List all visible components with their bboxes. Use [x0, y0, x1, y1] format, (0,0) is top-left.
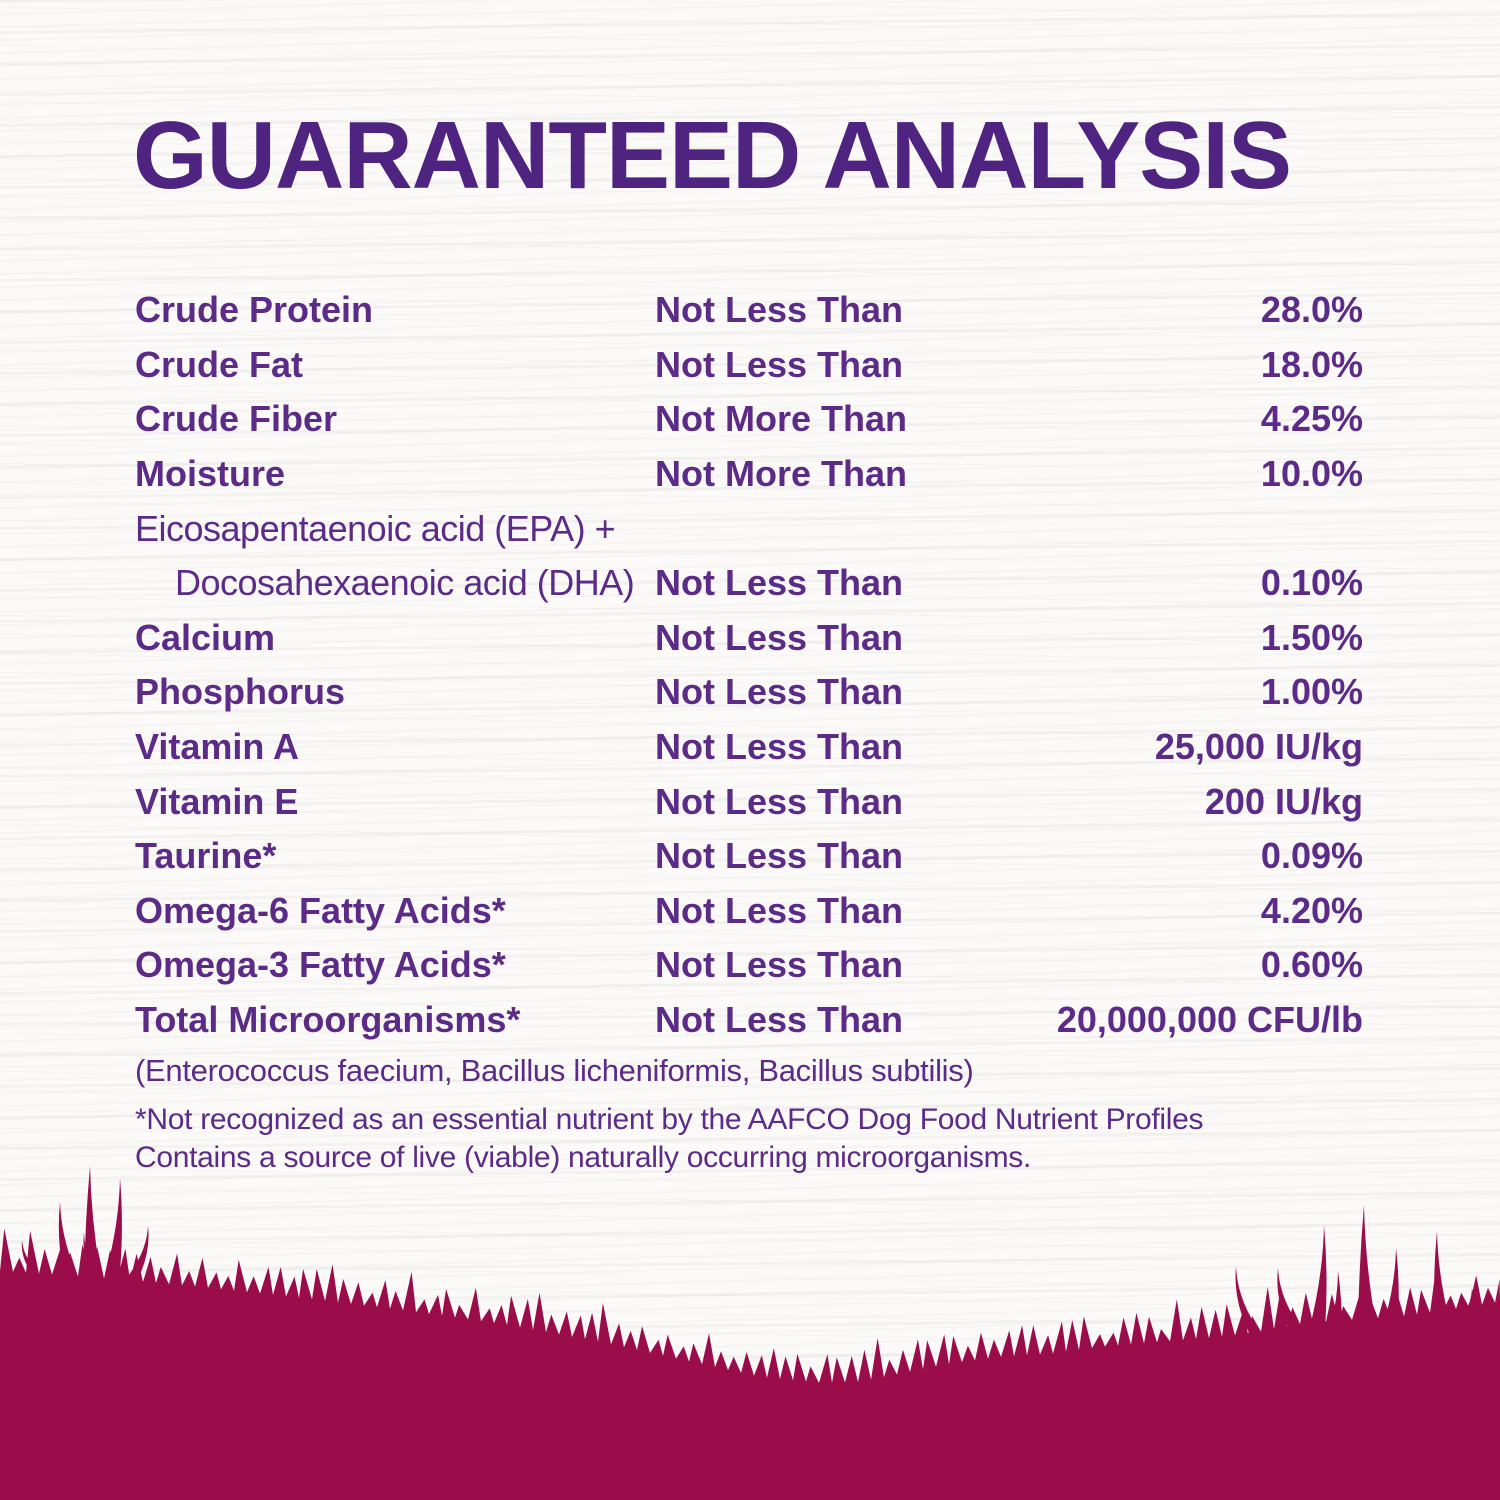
nutrient-name-line-2: Docosahexaenoic acid (DHA) — [175, 562, 635, 604]
nutrient-name: Omega-3 Fatty Acids* — [135, 944, 506, 986]
grass-silhouette-decoration — [0, 1166, 1500, 1500]
nutrient-condition: Not More Than — [655, 453, 907, 495]
table-row: Phosphorus Not Less Than 1.00% — [135, 665, 1363, 720]
table-row: Total Microorganisms* Not Less Than 20,0… — [135, 993, 1363, 1048]
nutrient-condition: Not Less Than — [655, 780, 904, 822]
nutrient-name-line-1: Eicosapentaenoic acid (EPA) + — [135, 507, 616, 549]
nutrient-condition: Not Less Than — [655, 889, 904, 931]
nutrient-name: Total Microorganisms* — [135, 999, 521, 1041]
table-row: Omega-3 Fatty Acids* Not Less Than 0.60% — [135, 938, 1363, 993]
nutrient-value: 4.25% — [1260, 398, 1363, 440]
table-row: Moisture Not More Than 10.0% — [135, 447, 1363, 502]
nutrient-condition: Not Less Than — [655, 289, 904, 331]
footnote-line-2: Contains a source of live (viable) natur… — [135, 1141, 1032, 1175]
nutrient-condition: Not Less Than — [655, 562, 904, 604]
table-row: Vitamin E Not Less Than 200 IU/kg — [135, 774, 1363, 829]
nutrient-value: 10.0% — [1260, 453, 1363, 495]
nutrient-value: 0.10% — [1260, 562, 1363, 604]
nutrient-name: Crude Protein — [135, 289, 374, 331]
nutrient-condition: Not Less Than — [655, 835, 904, 877]
nutrient-name: Crude Fat — [135, 343, 304, 385]
nutrient-condition: Not Less Than — [655, 944, 904, 986]
nutrient-condition: Not More Than — [655, 398, 907, 440]
table-row: Omega-6 Fatty Acids* Not Less Than 4.20% — [135, 884, 1363, 939]
microorganisms-species-note: (Enterococcus faecium, Bacillus lichenif… — [135, 1053, 974, 1089]
nutrient-name: Phosphorus — [135, 671, 346, 713]
nutrient-condition: Not Less Than — [655, 671, 904, 713]
nutrient-value: 18.0% — [1260, 343, 1363, 385]
table-row: Crude Fat Not Less Than 18.0% — [135, 338, 1363, 393]
nutrient-value: 200 IU/kg — [1204, 780, 1363, 822]
table-row: Taurine* Not Less Than 0.09% — [135, 829, 1363, 884]
nutrient-name: Crude Fiber — [135, 398, 338, 440]
nutrient-condition: Not Less Than — [655, 343, 904, 385]
nutrient-name: Moisture — [135, 453, 286, 495]
footnote: *Not recognized as an essential nutrient… — [135, 1101, 1363, 1177]
nutrient-condition: Not Less Than — [655, 726, 904, 768]
table-row: Eicosapentaenoic acid (EPA) + Docosahexa… — [135, 501, 1363, 610]
table-row: Crude Protein Not Less Than 28.0% — [135, 283, 1363, 338]
guaranteed-analysis-table: Crude Protein Not Less Than 28.0% Crude … — [135, 283, 1363, 1177]
nutrient-name: Taurine* — [135, 835, 277, 877]
footnote-line-1: *Not recognized as an essential nutrient… — [135, 1103, 1204, 1137]
nutrient-value: 0.09% — [1260, 835, 1363, 877]
table-row: Vitamin A Not Less Than 25,000 IU/kg — [135, 720, 1363, 775]
nutrient-value: 1.50% — [1260, 616, 1363, 658]
nutrient-name: Omega-6 Fatty Acids* — [135, 889, 506, 931]
nutrient-value: 25,000 IU/kg — [1154, 726, 1363, 768]
nutrient-name: Vitamin E — [135, 780, 299, 822]
nutrient-value: 28.0% — [1260, 289, 1363, 331]
table-row: Calcium Not Less Than 1.50% — [135, 611, 1363, 666]
nutrient-name: Calcium — [135, 616, 276, 658]
nutrient-value: 0.60% — [1260, 944, 1363, 986]
page-title: GUARANTEED ANALYSIS — [133, 102, 1292, 209]
table-row: Crude Fiber Not More Than 4.25% — [135, 392, 1363, 447]
nutrient-value: 20,000,000 CFU/lb — [1056, 999, 1363, 1041]
nutrient-name: Vitamin A — [135, 726, 300, 768]
nutrient-value: 4.20% — [1260, 889, 1363, 931]
nutrient-value: 1.00% — [1260, 671, 1363, 713]
nutrient-condition: Not Less Than — [655, 616, 904, 658]
nutrient-condition: Not Less Than — [655, 999, 904, 1041]
